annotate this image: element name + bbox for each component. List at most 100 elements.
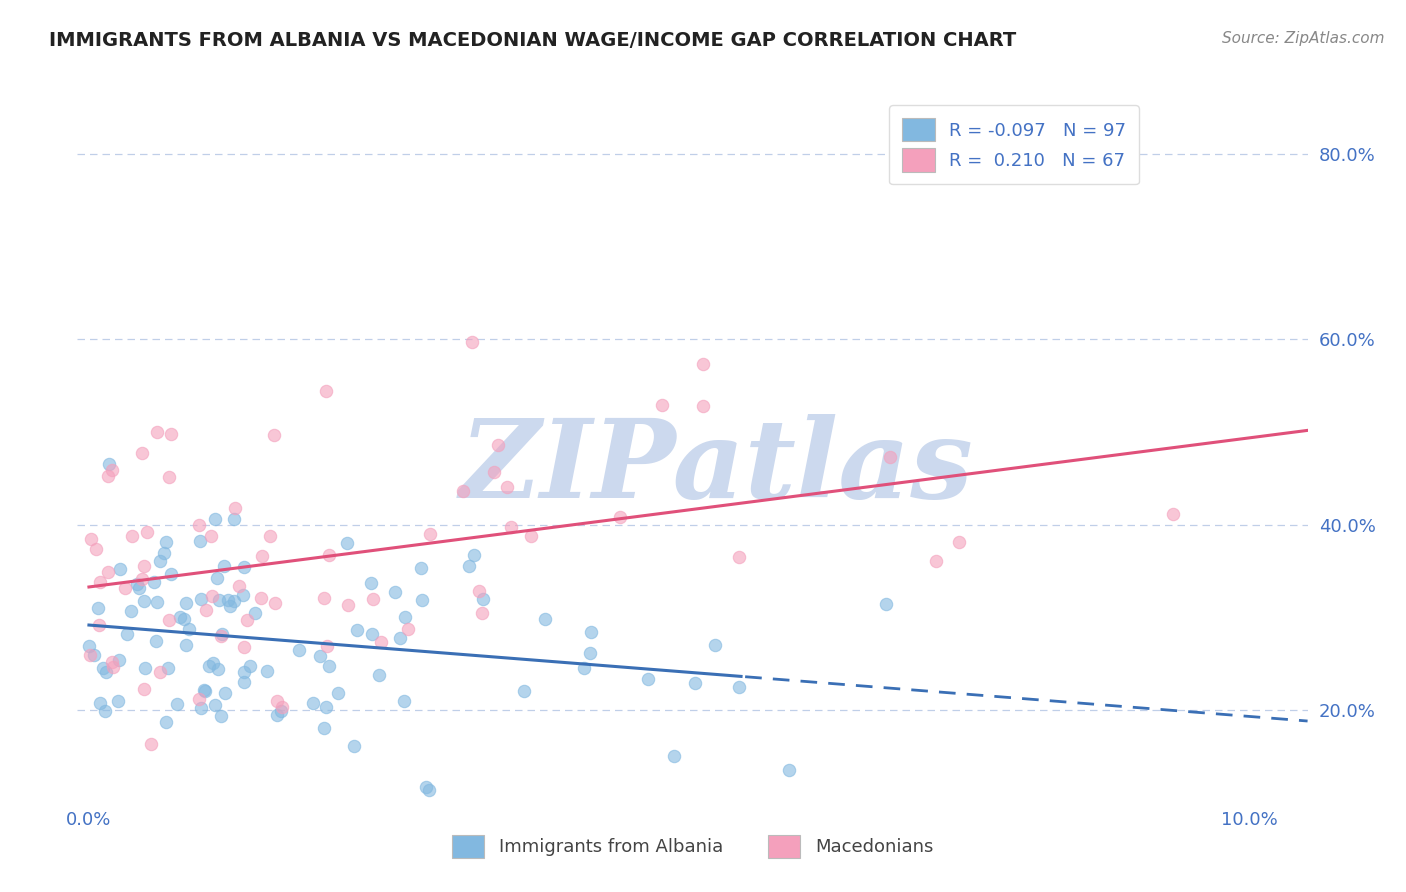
Point: [415, 780, 437, 794]
Point: [312, 721, 335, 735]
Point: [288, 643, 311, 657]
Point: [336, 536, 359, 550]
Point: [125, 577, 148, 591]
Point: [534, 612, 557, 626]
Point: [115, 627, 138, 641]
Point: [270, 704, 292, 718]
Point: [778, 763, 800, 777]
Point: [243, 606, 266, 620]
Point: [91, 661, 114, 675]
Point: [367, 668, 389, 682]
Point: [499, 520, 522, 534]
Point: [471, 606, 494, 620]
Point: [315, 384, 337, 398]
Point: [463, 548, 485, 562]
Point: [520, 529, 543, 543]
Point: [228, 579, 250, 593]
Point: [198, 659, 221, 673]
Point: [131, 445, 153, 459]
Point: [121, 529, 143, 543]
Point: [346, 623, 368, 637]
Point: [145, 425, 167, 439]
Point: [188, 533, 211, 548]
Point: [77, 639, 100, 653]
Point: [266, 708, 288, 723]
Point: [156, 661, 179, 675]
Point: [136, 524, 159, 539]
Point: [169, 610, 191, 624]
Point: [360, 627, 382, 641]
Point: [394, 610, 416, 624]
Point: [212, 558, 235, 573]
Point: [97, 565, 120, 579]
Point: [211, 627, 233, 641]
Point: [326, 686, 349, 700]
Point: [467, 584, 489, 599]
Point: [728, 680, 751, 694]
Point: [370, 634, 392, 648]
Point: [83, 648, 105, 662]
Point: [232, 665, 254, 680]
Point: [86, 601, 108, 615]
Point: [250, 549, 273, 564]
Point: [692, 400, 714, 414]
Point: [472, 592, 495, 607]
Point: [572, 661, 595, 675]
Point: [879, 450, 901, 464]
Point: [312, 591, 335, 606]
Point: [692, 357, 714, 371]
Point: [396, 622, 419, 636]
Point: [134, 559, 156, 574]
Point: [187, 691, 209, 706]
Point: [155, 714, 177, 729]
Point: [157, 470, 180, 484]
Point: [160, 567, 183, 582]
Point: [683, 676, 706, 690]
Point: [79, 648, 101, 663]
Point: [207, 571, 229, 585]
Point: [166, 698, 188, 712]
Point: [194, 684, 217, 698]
Point: [875, 597, 897, 611]
Point: [194, 602, 217, 616]
Point: [360, 575, 382, 590]
Point: [222, 593, 245, 607]
Point: [201, 590, 224, 604]
Point: [97, 469, 120, 483]
Point: [264, 596, 287, 610]
Point: [232, 588, 254, 602]
Point: [392, 694, 415, 708]
Point: [89, 574, 111, 589]
Point: [609, 509, 631, 524]
Point: [318, 549, 340, 563]
Point: [316, 639, 339, 653]
Point: [187, 518, 209, 533]
Point: [458, 559, 481, 574]
Point: [250, 591, 273, 605]
Text: Source: ZipAtlas.com: Source: ZipAtlas.com: [1222, 31, 1385, 46]
Point: [143, 575, 166, 590]
Point: [662, 748, 685, 763]
Point: [204, 698, 226, 712]
Point: [513, 684, 536, 698]
Point: [79, 533, 101, 547]
Point: [209, 629, 232, 643]
Point: [271, 699, 294, 714]
Point: [384, 584, 406, 599]
Point: [486, 438, 509, 452]
Point: [318, 659, 340, 673]
Point: [418, 783, 440, 797]
Point: [93, 704, 115, 718]
Point: [207, 662, 229, 676]
Point: [193, 682, 215, 697]
Point: [233, 640, 256, 655]
Point: [174, 596, 197, 610]
Point: [419, 527, 441, 541]
Point: [224, 512, 246, 526]
Point: [411, 560, 433, 574]
Point: [579, 624, 602, 639]
Point: [132, 594, 155, 608]
Point: [233, 560, 256, 574]
Point: [120, 604, 142, 618]
Point: [139, 737, 162, 751]
